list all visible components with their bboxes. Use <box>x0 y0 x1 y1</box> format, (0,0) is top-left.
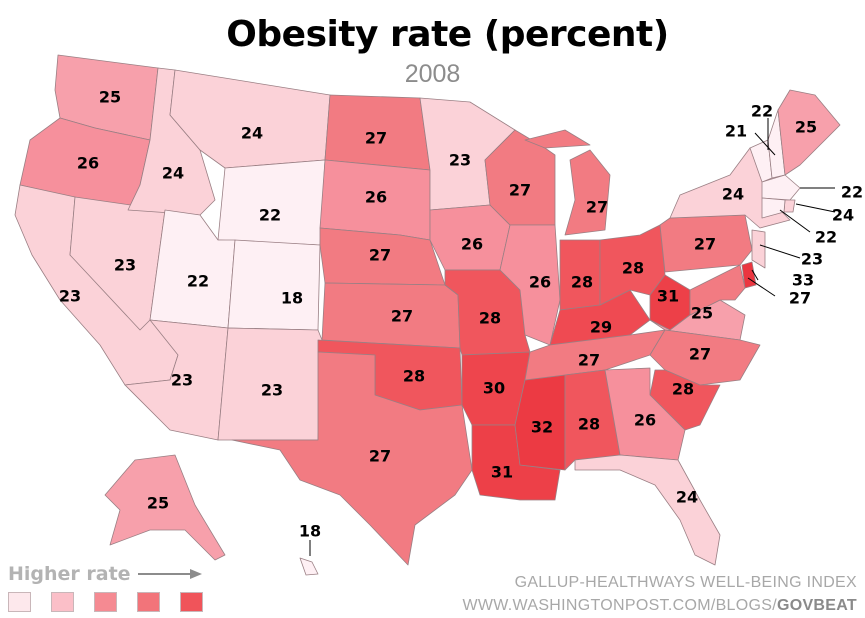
label-mo: 28 <box>479 309 501 328</box>
state-ak[interactable] <box>104 454 226 561</box>
label-ri: 24 <box>832 206 854 225</box>
label-ia: 26 <box>461 235 483 254</box>
label-wv: 31 <box>657 287 679 306</box>
label-ms: 32 <box>531 418 553 437</box>
label-co: 18 <box>281 289 303 308</box>
label-nj: 23 <box>801 250 823 269</box>
label-wa: 25 <box>99 88 121 107</box>
label-me: 25 <box>795 118 817 137</box>
state-hi[interactable] <box>299 557 319 576</box>
label-nv: 23 <box>114 256 136 275</box>
state-fl[interactable] <box>574 454 721 566</box>
label-or: 26 <box>77 154 99 173</box>
state-sc[interactable] <box>649 369 721 431</box>
state-md[interactable] <box>689 264 746 316</box>
label-pa: 27 <box>694 235 716 254</box>
legend-swatches <box>8 592 223 612</box>
label-nc: 27 <box>689 345 711 364</box>
label-de: 33 <box>792 271 814 290</box>
label-ak: 25 <box>147 494 169 513</box>
state-ct[interactable] <box>761 197 786 219</box>
page-title: Obesity rate (percent) <box>226 14 669 55</box>
label-al: 28 <box>578 415 600 434</box>
label-ar: 30 <box>483 379 505 398</box>
label-sd: 26 <box>365 188 387 207</box>
label-nh: 22 <box>751 102 773 121</box>
publisher-url: WWW.WASHINGTONPOST.COM/BLOGS/ <box>462 597 777 614</box>
legend-swatch-1 <box>8 592 31 612</box>
state-il[interactable] <box>499 224 561 346</box>
label-mn: 23 <box>449 151 471 170</box>
state-co[interactable] <box>227 239 321 331</box>
label-nm: 23 <box>261 381 283 400</box>
legend-swatch-3 <box>94 592 117 612</box>
state-mi[interactable] <box>524 129 611 236</box>
label-ut: 22 <box>187 272 209 291</box>
label-az: 23 <box>171 371 193 390</box>
label-id: 24 <box>162 164 184 183</box>
label-ca: 23 <box>59 287 81 306</box>
label-mt: 24 <box>241 124 263 143</box>
source-credit: GALLUP-HEALTHWAYS WELL-BEING INDEX <box>514 574 857 591</box>
state-ma[interactable] <box>761 174 801 201</box>
label-md: 27 <box>789 289 811 308</box>
arrow-right-icon <box>138 569 202 579</box>
label-tn: 27 <box>578 351 600 370</box>
label-hi: 18 <box>299 522 321 541</box>
state-nj[interactable] <box>751 229 766 269</box>
state-wi[interactable] <box>484 129 556 226</box>
label-mi: 27 <box>586 198 608 217</box>
label-nd: 27 <box>365 129 387 148</box>
label-ny: 24 <box>722 185 744 204</box>
label-ma: 22 <box>841 183 863 202</box>
label-il: 26 <box>529 273 551 292</box>
publisher-blog: GOVBEAT <box>776 597 857 614</box>
label-fl: 24 <box>676 488 698 507</box>
label-la: 31 <box>491 463 513 482</box>
label-ne: 27 <box>369 246 391 265</box>
label-in: 28 <box>571 273 593 292</box>
legend-title: Higher rate <box>8 563 131 585</box>
publisher-credit: WWW.WASHINGTONPOST.COM/BLOGS/GOVBEAT <box>462 597 857 615</box>
label-va: 25 <box>691 304 713 323</box>
label-leader-lines <box>309 118 836 556</box>
legend-swatch-5 <box>180 592 203 612</box>
label-wi: 27 <box>509 181 531 200</box>
label-ga: 26 <box>634 411 656 430</box>
label-vt: 21 <box>725 122 747 141</box>
label-ky: 29 <box>590 318 612 337</box>
state-ri[interactable] <box>783 199 796 213</box>
legend-swatch-4 <box>137 592 160 612</box>
label-wy: 22 <box>259 206 281 225</box>
label-ct: 22 <box>815 228 837 247</box>
state-tx[interactable] <box>231 351 473 566</box>
label-oh: 28 <box>622 259 644 278</box>
label-sc: 28 <box>672 380 694 399</box>
label-ks: 27 <box>391 307 413 326</box>
state-wy[interactable] <box>217 159 326 246</box>
legend-swatch-2 <box>51 592 74 612</box>
label-ok: 28 <box>403 367 425 386</box>
label-tx: 27 <box>369 447 391 466</box>
page-subtitle: 2008 <box>404 60 461 88</box>
